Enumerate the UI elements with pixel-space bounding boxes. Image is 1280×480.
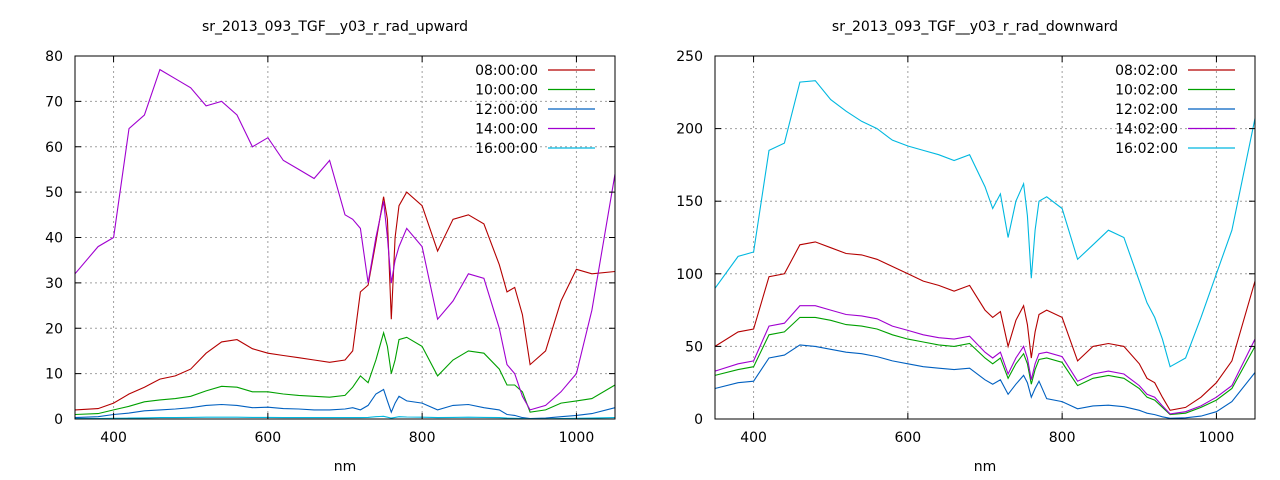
y-tick-label-3: 150 xyxy=(676,194,703,210)
x-tick-label-2: 800 xyxy=(409,430,436,446)
series-line-3 xyxy=(714,305,1256,415)
series-line-1 xyxy=(714,316,1256,416)
legend-label-2: 12:00:00 xyxy=(475,102,538,118)
plot-frame xyxy=(714,55,1256,420)
x-tick-label-2: 800 xyxy=(1049,430,1076,446)
series-line-0 xyxy=(714,241,1256,411)
y-tick-label-3: 30 xyxy=(45,276,63,292)
legend-label-4: 16:02:00 xyxy=(1115,141,1178,157)
y-tick-label-0: 0 xyxy=(54,412,63,428)
y-tick-label-2: 20 xyxy=(45,321,63,337)
y-tick-label-8: 80 xyxy=(45,49,63,65)
series-line-2 xyxy=(74,388,616,420)
legend-label-0: 08:00:00 xyxy=(475,63,538,79)
x-axis-label: nm xyxy=(974,459,997,475)
x-tick-label-3: 1000 xyxy=(559,430,595,446)
y-tick-label-4: 40 xyxy=(45,231,63,247)
x-tick-label-0: 400 xyxy=(740,430,767,446)
series-line-0 xyxy=(74,191,616,411)
series-line-4 xyxy=(75,415,616,420)
legend-label-4: 16:00:00 xyxy=(475,141,538,157)
x-tick-label-3: 1000 xyxy=(1199,430,1235,446)
series-line-1 xyxy=(74,330,616,416)
x-tick-label-1: 600 xyxy=(254,430,281,446)
legend-label-0: 08:02:00 xyxy=(1115,63,1178,79)
chart-upward: 400 600 800 1000 0 10 20 30 40 50 60 70 80 sr_2013_09… xyxy=(45,19,616,475)
series-line-4 xyxy=(714,80,1256,368)
x-axis-label: nm xyxy=(334,459,357,475)
y-tick-label-5: 250 xyxy=(676,49,703,65)
legend-label-1: 10:02:00 xyxy=(1115,83,1178,99)
y-tick-label-2: 100 xyxy=(676,267,703,283)
legend-label-1: 10:00:00 xyxy=(475,83,538,99)
chart-title: sr_2013_093_TGF__y03_r_rad_upward xyxy=(202,19,468,35)
legend-label-3: 14:02:00 xyxy=(1115,122,1178,138)
x-tick-label-0: 400 xyxy=(100,430,127,446)
legend-label-2: 12:02:00 xyxy=(1115,102,1178,118)
y-tick-label-7: 70 xyxy=(45,94,63,110)
y-tick-label-0: 0 xyxy=(694,412,703,428)
chart-title: sr_2013_093_TGF__y03_r_rad_downward xyxy=(832,19,1118,35)
y-tick-label-1: 10 xyxy=(45,367,63,383)
chart-downward: 400 600 800 1000 0 50 100 150 200 250 sr_2013_093_… xyxy=(676,19,1256,475)
legend-label-3: 14:00:00 xyxy=(475,122,538,138)
series-line-2 xyxy=(714,344,1256,419)
y-tick-label-6: 60 xyxy=(45,140,63,156)
y-tick-label-5: 50 xyxy=(45,185,63,201)
y-tick-label-4: 200 xyxy=(676,122,703,138)
x-tick-label-1: 600 xyxy=(894,430,921,446)
series-line-3 xyxy=(74,68,616,411)
y-tick-label-1: 50 xyxy=(685,339,703,355)
